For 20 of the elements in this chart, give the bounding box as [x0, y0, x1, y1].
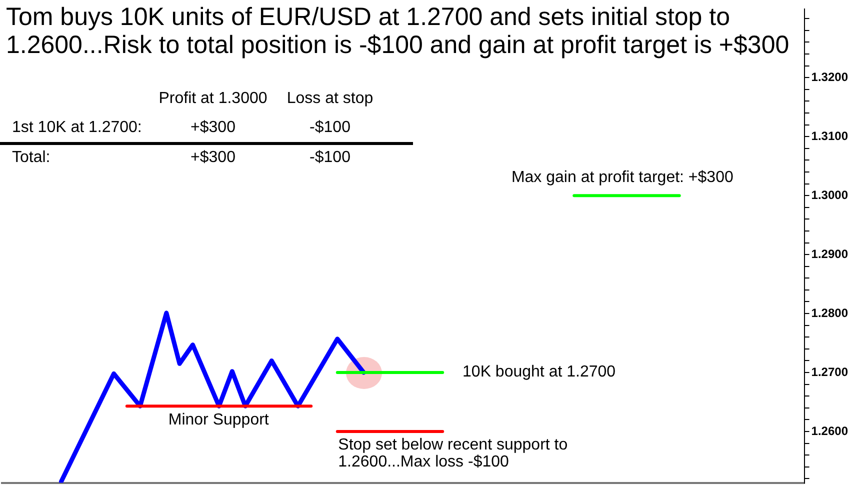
annotation: +$300	[190, 149, 236, 167]
chart-title: Tom buys 10K units of EUR/USD at 1.2700 and sets initial stop to 1.2600...Risk to total position is -$100 and gain at profit target is +$300	[6, 3, 790, 59]
y-tick-label: 1.3000	[811, 188, 848, 202]
annotation: 1st 10K at 1.2700:	[12, 119, 142, 137]
y-tick-label: 1.3200	[811, 70, 848, 84]
annotation: 10K bought at 1.2700	[462, 363, 616, 380]
y-tick-label: 1.2600	[811, 424, 848, 438]
y-tick-label: 1.2900	[811, 246, 848, 261]
annotation: -$100	[310, 119, 350, 137]
annotation: Loss at stop	[286, 90, 374, 108]
y-tick-label: 1.2800	[811, 306, 848, 320]
annotation: Stop set below recent support to 1.2600...Max loss -$100	[338, 436, 568, 470]
annotation: Profit at 1.3000	[158, 90, 268, 108]
y-tick-label: 1.3100	[811, 128, 848, 143]
annotation: Minor Support	[168, 412, 270, 429]
annotation: +$300	[190, 119, 236, 137]
annotation: -$100	[310, 149, 350, 167]
annotation: Total:	[12, 149, 50, 167]
y-tick-label: 1.2700	[811, 364, 848, 379]
annotation: Max gain at profit target: +$300	[511, 169, 734, 186]
